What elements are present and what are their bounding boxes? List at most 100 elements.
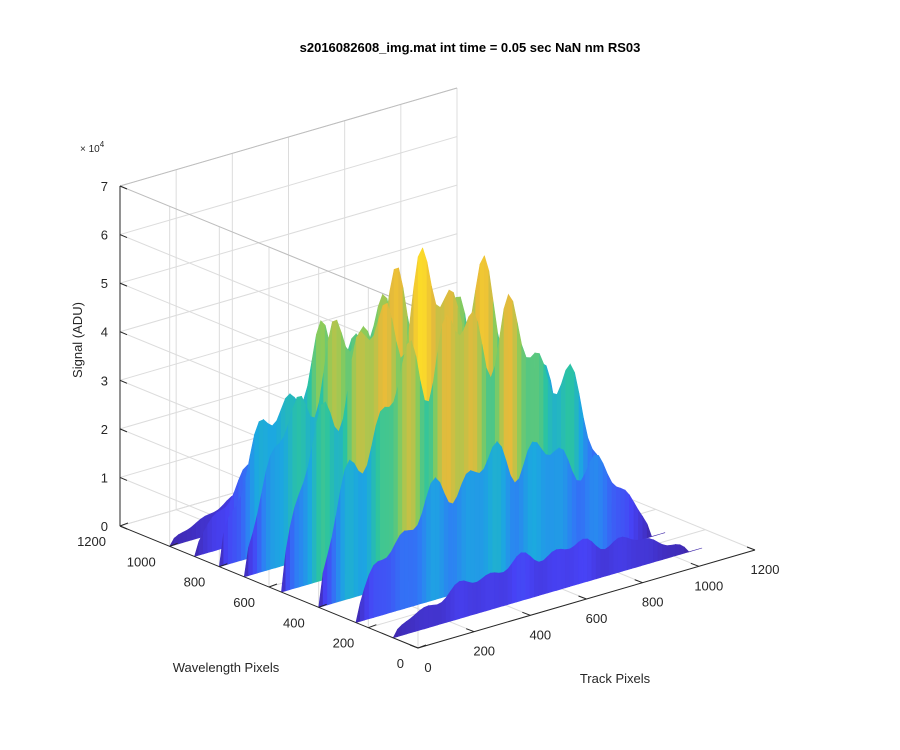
surface-patch — [392, 629, 398, 639]
z-tick-label: 4 — [101, 325, 108, 340]
surface-patch — [483, 458, 489, 586]
surface-patch — [443, 493, 449, 598]
surface-patch — [569, 545, 575, 587]
y-tick-mark — [368, 624, 377, 629]
surface-patch — [666, 544, 672, 559]
surface-patch — [562, 449, 569, 563]
z-tick-label: 3 — [101, 373, 108, 388]
x-tick-label: 200 — [473, 644, 495, 659]
surface-patch — [410, 613, 416, 634]
surface-patch — [609, 541, 615, 576]
surface-patch — [684, 546, 690, 554]
surface-patch — [578, 538, 584, 585]
y-tick-mark — [417, 644, 427, 649]
x-axis-label: Track Pixels — [580, 671, 651, 686]
surface-patch — [516, 552, 522, 603]
z-tick-mark — [119, 428, 128, 433]
surface-patch — [485, 572, 491, 612]
y-tick-label: 600 — [233, 595, 255, 610]
surface-patch — [505, 460, 511, 580]
surface-patch — [216, 509, 222, 551]
z-tick-mark — [119, 282, 128, 287]
surface-patch — [538, 560, 544, 596]
surface-patch — [564, 548, 571, 589]
surface-patch — [459, 580, 465, 620]
top-edge — [119, 185, 419, 309]
z-tick-label: 6 — [101, 228, 108, 243]
z-tick-label: 2 — [101, 422, 108, 437]
surface-patch — [507, 562, 513, 605]
surface-patch — [382, 557, 388, 616]
surface-patch — [320, 401, 326, 581]
surface-patch — [651, 535, 657, 537]
surface-patch — [303, 467, 309, 587]
z-tick-mark — [119, 234, 128, 239]
surface-patch — [355, 602, 361, 624]
surface-patch — [549, 450, 555, 567]
y-axis-label: Wavelength Pixels — [173, 660, 280, 675]
surface-patch — [316, 404, 322, 583]
wall-grid-line — [119, 184, 458, 284]
surface-patch — [573, 541, 579, 586]
y-tick-label: 0 — [397, 656, 404, 671]
surface-patch — [494, 572, 500, 609]
x-tick-label: 600 — [586, 611, 608, 626]
surface-patch — [593, 454, 599, 554]
surface-patch — [511, 555, 518, 604]
surface-patch — [194, 541, 200, 557]
surface-patch — [279, 435, 285, 568]
y-tick-mark — [119, 522, 129, 527]
top-edge — [119, 87, 458, 187]
surface-patch — [428, 604, 434, 629]
surface-patch — [191, 522, 197, 541]
surface-patch — [390, 543, 396, 613]
x-tick-label: 800 — [642, 595, 664, 610]
y-tick-label: 800 — [184, 575, 206, 590]
surface-patch — [274, 442, 280, 569]
surface-patch — [467, 581, 473, 617]
surface-patch — [496, 440, 502, 582]
surface-patch — [542, 555, 548, 595]
surface-patch — [439, 482, 445, 599]
x-tick-mark — [746, 546, 756, 551]
surface-patch — [598, 455, 604, 553]
surface-patch — [503, 568, 509, 607]
z-multiplier-exponent: 4 — [100, 140, 105, 149]
z-tick-label: 5 — [101, 276, 108, 291]
surface-patch — [465, 469, 472, 591]
surface-patch — [653, 539, 659, 563]
surface-patch — [461, 474, 467, 593]
surface-patch — [436, 601, 443, 626]
surface-ridge — [355, 440, 666, 624]
x-tick-label: 400 — [529, 627, 551, 642]
surface-patch — [373, 560, 379, 618]
surface-patch — [368, 565, 374, 620]
surface-patch — [622, 536, 628, 572]
surface-patch — [395, 535, 401, 612]
surface-patch — [536, 441, 542, 571]
surface-patch — [529, 555, 535, 599]
x-tick-mark — [690, 562, 700, 567]
surface-plot — [169, 247, 703, 639]
chart-title: s2016082608_img.mat int time = 0.05 sec … — [300, 40, 641, 55]
x-tick-label: 1000 — [694, 578, 723, 593]
surface-patch — [450, 584, 456, 622]
surface-patch — [195, 518, 201, 539]
surface-patch — [595, 545, 601, 580]
surface-patch — [448, 501, 454, 596]
surface-patch — [406, 617, 412, 635]
surface-patch — [688, 550, 694, 553]
y-tick-label: 400 — [283, 615, 305, 630]
surface-patch — [349, 459, 355, 599]
z-multiplier: × 104 — [80, 140, 105, 155]
surface-patch — [419, 606, 425, 631]
surface-patch — [399, 530, 405, 611]
surface-patch — [604, 545, 610, 577]
surface-patch — [307, 445, 313, 585]
surface-patch — [631, 539, 637, 569]
surface-patch — [657, 541, 663, 562]
surface-patch — [697, 547, 703, 550]
surface-patch — [501, 446, 507, 581]
x-tick-label: 0 — [424, 660, 431, 675]
